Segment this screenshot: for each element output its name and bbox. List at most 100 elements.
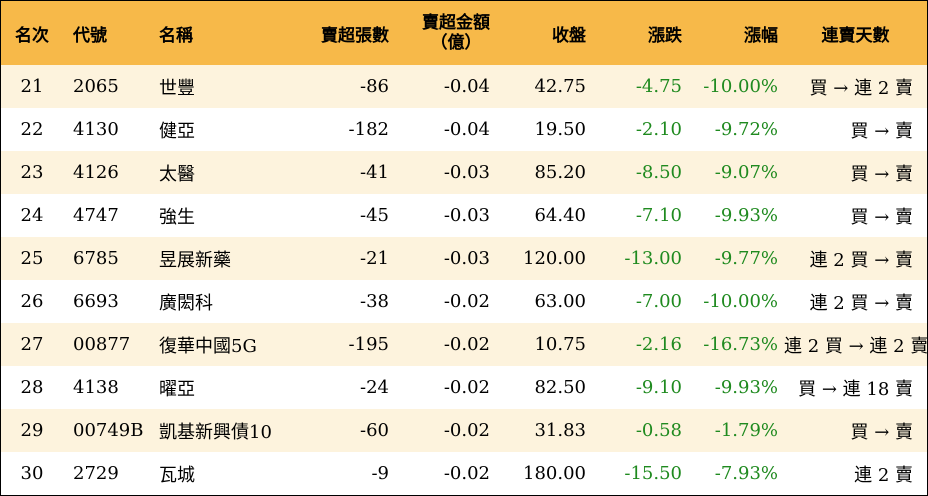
cell-net-sell-lots: -9 — [371, 463, 389, 484]
cell-name[interactable]: 強生 — [159, 206, 195, 228]
cell-net-sell-amount: -0.02 — [443, 334, 490, 355]
cell-close: 31.83 — [534, 420, 586, 441]
cell-change: -0.58 — [635, 420, 682, 441]
cell-net-sell-lots: -182 — [348, 119, 389, 140]
header-amount-line2: （億） — [430, 33, 482, 53]
cell-pct: -9.77% — [714, 248, 778, 269]
cell-code[interactable]: 4126 — [73, 162, 119, 183]
cell-change: -15.50 — [624, 463, 682, 484]
cell-close: 85.20 — [534, 162, 586, 183]
cell-pct: -9.07% — [714, 162, 778, 183]
cell-close: 120.00 — [523, 248, 586, 269]
cell-trend: 買 → 連 2 賣 — [809, 77, 913, 99]
cell-change: -7.10 — [635, 205, 682, 226]
cell-close: 82.50 — [534, 377, 586, 398]
cell-change: -4.75 — [635, 76, 682, 97]
cell-change: -9.10 — [635, 377, 682, 398]
cell-net-sell-amount: -0.02 — [443, 420, 490, 441]
cell-code[interactable]: 6693 — [73, 291, 119, 312]
cell-code[interactable]: 4747 — [73, 205, 119, 226]
cell-code[interactable]: 4138 — [73, 377, 119, 398]
header-name[interactable]: 名稱 — [159, 25, 193, 46]
cell-net-sell-lots: -195 — [348, 334, 389, 355]
cell-code[interactable]: 00877 — [73, 334, 131, 355]
table-row[interactable]: 26 6693 廣閎科 -38 -0.02 63.00 -7.00 -10.00% 連 2 買 … — [1, 280, 927, 323]
table-row[interactable]: 25 6785 昱展新藥 -21 -0.03 120.00 -13.00 -9.77% 連 2 … — [1, 237, 927, 280]
cell-change: -13.00 — [624, 248, 682, 269]
header-amount-line1: 賣超金額 — [422, 13, 490, 33]
cell-rank: 23 — [20, 162, 44, 183]
cell-name[interactable]: 曜亞 — [159, 378, 195, 400]
cell-pct: -9.93% — [714, 377, 778, 398]
cell-rank: 21 — [20, 76, 44, 97]
table-row[interactable]: 30 2729 瓦城 -9 -0.02 180.00 -15.50 -7.93% 連 2 賣 — [1, 452, 927, 495]
cell-pct: -9.93% — [714, 205, 778, 226]
table-row[interactable]: 21 2065 世豐 -86 -0.04 42.75 -4.75 -10.00% 買 → 連 2… — [1, 65, 927, 108]
cell-trend: 連 2 買 → 連 2 賣 — [784, 335, 928, 357]
cell-trend: 連 2 賣 — [854, 464, 913, 486]
cell-net-sell-amount: -0.02 — [443, 377, 490, 398]
cell-trend: 買 → 賣 — [850, 163, 913, 185]
cell-code[interactable]: 2729 — [73, 463, 119, 484]
table-row[interactable]: 22 4130 健亞 -182 -0.04 19.50 -2.10 -9.72% 買 → 賣 — [1, 108, 927, 151]
table-row[interactable]: 27 00877 復華中國5G -195 -0.02 10.75 -2.16 -16.73% 連… — [1, 323, 928, 366]
cell-trend: 買 → 連 18 賣 — [798, 378, 913, 400]
cell-trend: 買 → 賣 — [850, 421, 913, 443]
cell-rank: 28 — [20, 377, 44, 398]
cell-name[interactable]: 復華中國5G — [159, 335, 257, 357]
table-row[interactable]: 23 4126 太醫 -41 -0.03 85.20 -8.50 -9.07% 買 → 賣 — [1, 151, 927, 194]
cell-trend: 連 2 買 → 賣 — [809, 292, 913, 314]
cell-net-sell-lots: -41 — [360, 162, 389, 183]
cell-name[interactable]: 昱展新藥 — [159, 249, 231, 271]
table-row[interactable]: 24 4747 強生 -45 -0.03 64.40 -7.10 -9.93% 買 → 賣 — [1, 194, 927, 237]
cell-net-sell-amount: -0.04 — [443, 76, 490, 97]
cell-close: 63.00 — [534, 291, 586, 312]
header-code[interactable]: 代號 — [73, 25, 107, 46]
header-rank[interactable]: 名次 — [15, 25, 49, 46]
header-pct[interactable]: 漲幅 — [744, 25, 778, 46]
cell-close: 19.50 — [534, 119, 586, 140]
cell-name[interactable]: 瓦城 — [159, 464, 195, 486]
cell-pct: -16.73% — [703, 334, 778, 355]
cell-change: -7.00 — [635, 291, 682, 312]
cell-trend: 買 → 賣 — [850, 120, 913, 142]
cell-close: 180.00 — [523, 463, 586, 484]
cell-name[interactable]: 太醫 — [159, 163, 195, 185]
cell-code[interactable]: 6785 — [73, 248, 119, 269]
header-net-sell-lots[interactable]: 賣超張數 — [321, 25, 389, 46]
cell-name[interactable]: 廣閎科 — [159, 292, 213, 314]
header-net-sell-amount[interactable]: 賣超金額 （億） — [395, 1, 496, 65]
cell-pct: -7.93% — [714, 463, 778, 484]
table-body: 21 2065 世豐 -86 -0.04 42.75 -4.75 -10.00% 買 → 連 2… — [1, 65, 928, 495]
cell-name[interactable]: 世豐 — [159, 77, 195, 99]
cell-close: 64.40 — [534, 205, 586, 226]
table-header-row: 名次 代號 名稱 賣超張數 賣超金額 （億） 收盤 漲跌 漲幅 連賣天數 — [1, 1, 927, 65]
cell-name[interactable]: 凱基新興債10 — [159, 421, 272, 443]
cell-rank: 26 — [20, 291, 44, 312]
cell-code[interactable]: 00749B — [73, 420, 144, 441]
header-close[interactable]: 收盤 — [552, 25, 586, 46]
cell-close: 42.75 — [534, 76, 586, 97]
cell-trend: 連 2 買 → 賣 — [809, 249, 913, 271]
cell-rank: 30 — [20, 463, 44, 484]
cell-net-sell-lots: -24 — [360, 377, 389, 398]
cell-rank: 27 — [20, 334, 44, 355]
cell-rank: 22 — [20, 119, 44, 140]
cell-net-sell-amount: -0.03 — [443, 205, 490, 226]
cell-code[interactable]: 4130 — [73, 119, 119, 140]
cell-rank: 24 — [20, 205, 44, 226]
cell-close: 10.75 — [534, 334, 586, 355]
cell-net-sell-lots: -38 — [360, 291, 389, 312]
cell-net-sell-lots: -60 — [360, 420, 389, 441]
cell-trend: 買 → 賣 — [850, 206, 913, 228]
table-row[interactable]: 29 00749B 凱基新興債10 -60 -0.02 31.83 -0.58 -1.79% 買… — [1, 409, 927, 452]
header-change[interactable]: 漲跌 — [648, 25, 682, 46]
table-row[interactable]: 28 4138 曜亞 -24 -0.02 82.50 -9.10 -9.93% 買 → 連 18… — [1, 366, 927, 409]
cell-name[interactable]: 健亞 — [159, 120, 195, 142]
cell-net-sell-lots: -21 — [360, 248, 389, 269]
header-trend[interactable]: 連賣天數 — [821, 25, 890, 46]
cell-change: -8.50 — [635, 162, 682, 183]
cell-code[interactable]: 2065 — [73, 76, 119, 97]
